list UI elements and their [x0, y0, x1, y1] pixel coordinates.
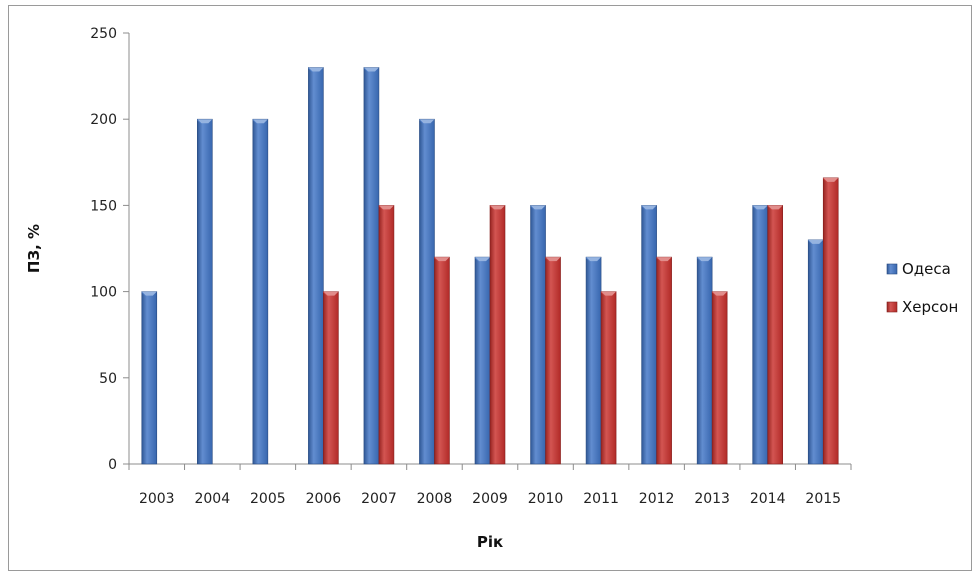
y-tick-label: 250: [90, 26, 117, 42]
bar-kherson: [656, 256, 672, 465]
legend-swatch: [886, 301, 898, 313]
legend-item-kherson: Херсон: [886, 298, 958, 316]
legend: Одеса Херсон: [886, 260, 958, 316]
x-tick-label: 2014: [750, 491, 786, 507]
bar-kherson: [822, 177, 839, 465]
bar-odesa: [197, 118, 213, 465]
bar-odesa: [419, 118, 435, 465]
chart-frame: 2003 2004 2005 2006 2007 2008 2009 2010 2011 2012…: [8, 5, 972, 571]
bars: [141, 67, 839, 465]
axes: [123, 32, 852, 470]
bar-odesa: [752, 205, 768, 465]
x-axis-title: Рік: [477, 533, 503, 551]
x-tick-label: 2007: [361, 491, 397, 507]
x-tick-label: 2008: [417, 491, 453, 507]
bar-kherson: [434, 256, 450, 465]
bar-odesa: [641, 205, 657, 465]
bar-kherson: [545, 256, 561, 465]
bar-kherson: [378, 205, 395, 465]
bar-odesa: [141, 291, 158, 465]
bar-odesa: [807, 239, 824, 465]
x-tick-label: 2013: [694, 491, 730, 507]
x-tick-label: 2003: [139, 491, 175, 507]
y-tick-label: 200: [90, 112, 117, 128]
bar-odesa: [363, 67, 380, 465]
legend-item-odesa: Одеса: [886, 260, 951, 278]
y-tick-label: 0: [108, 457, 117, 473]
bar-kherson: [711, 291, 728, 465]
x-tick-label: 2009: [472, 491, 508, 507]
legend-swatch: [886, 263, 898, 275]
bar-odesa: [474, 256, 491, 465]
y-tick-label: 150: [90, 198, 117, 214]
bar-odesa: [530, 205, 546, 465]
legend-label: Херсон: [902, 298, 958, 316]
x-tick-label: 2012: [639, 491, 675, 507]
x-tick-label: 2010: [528, 491, 564, 507]
bar-kherson: [767, 205, 783, 465]
bar-odesa: [696, 256, 713, 465]
x-axis-labels: 2003 2004 2005 2006 2007 2008 2009 2010 2011 2012…: [139, 491, 841, 507]
y-tick-label: 100: [90, 285, 117, 301]
y-tick-label: 50: [99, 371, 117, 387]
bar-kherson: [323, 291, 339, 465]
x-tick-label: 2005: [250, 491, 286, 507]
bar-chart: 2003 2004 2005 2006 2007 2008 2009 2010 2011 2012…: [25, 26, 958, 551]
bar-odesa: [252, 118, 269, 465]
x-tick-label: 2004: [194, 491, 230, 507]
bar-kherson: [489, 205, 506, 465]
legend-label: Одеса: [902, 260, 951, 278]
x-tick-label: 2006: [306, 491, 342, 507]
bar-odesa: [308, 67, 324, 465]
bar-odesa: [585, 256, 602, 465]
x-tick-label: 2015: [805, 491, 841, 507]
y-axis-labels: 0 50 100 150 200 250: [90, 26, 117, 473]
x-tick-label: 2011: [583, 491, 619, 507]
bar-kherson: [600, 291, 617, 465]
y-axis-title: ПЗ, %: [25, 224, 43, 273]
